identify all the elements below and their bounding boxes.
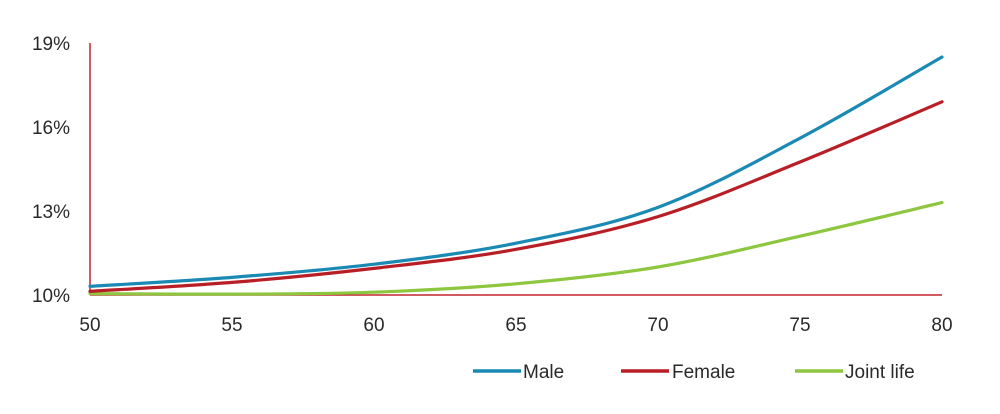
legend-label-joint-life: Joint life <box>845 362 915 383</box>
axes <box>89 43 942 296</box>
x-tick-label: 60 <box>363 315 384 336</box>
x-tick-label: 80 <box>931 315 952 336</box>
series-line-male <box>88 55 944 288</box>
legend-label-male: Male <box>523 362 564 383</box>
y-tick-label: 19% <box>32 34 70 55</box>
legend-item-male: Male <box>473 362 564 383</box>
legend-label-female: Female <box>672 362 735 383</box>
tick-labels: 10% 13% 16% 19% 50 55 60 65 70 75 80 <box>32 34 953 336</box>
y-tick-label: 16% <box>32 118 70 139</box>
x-tick-label: 70 <box>647 315 668 336</box>
x-tick-label: 55 <box>221 315 242 336</box>
series-line-female <box>88 100 944 293</box>
series-line-joint-life <box>88 201 944 296</box>
legend: Male Female Joint life <box>473 362 915 383</box>
legend-item-female: Female <box>621 362 735 383</box>
x-tick-label: 50 <box>79 315 100 336</box>
series-lines <box>88 55 944 296</box>
x-tick-label: 75 <box>789 315 810 336</box>
y-tick-label: 10% <box>32 286 70 307</box>
y-tick-label: 13% <box>32 202 70 223</box>
x-tick-label: 65 <box>505 315 526 336</box>
legend-item-joint-life: Joint life <box>795 362 915 383</box>
